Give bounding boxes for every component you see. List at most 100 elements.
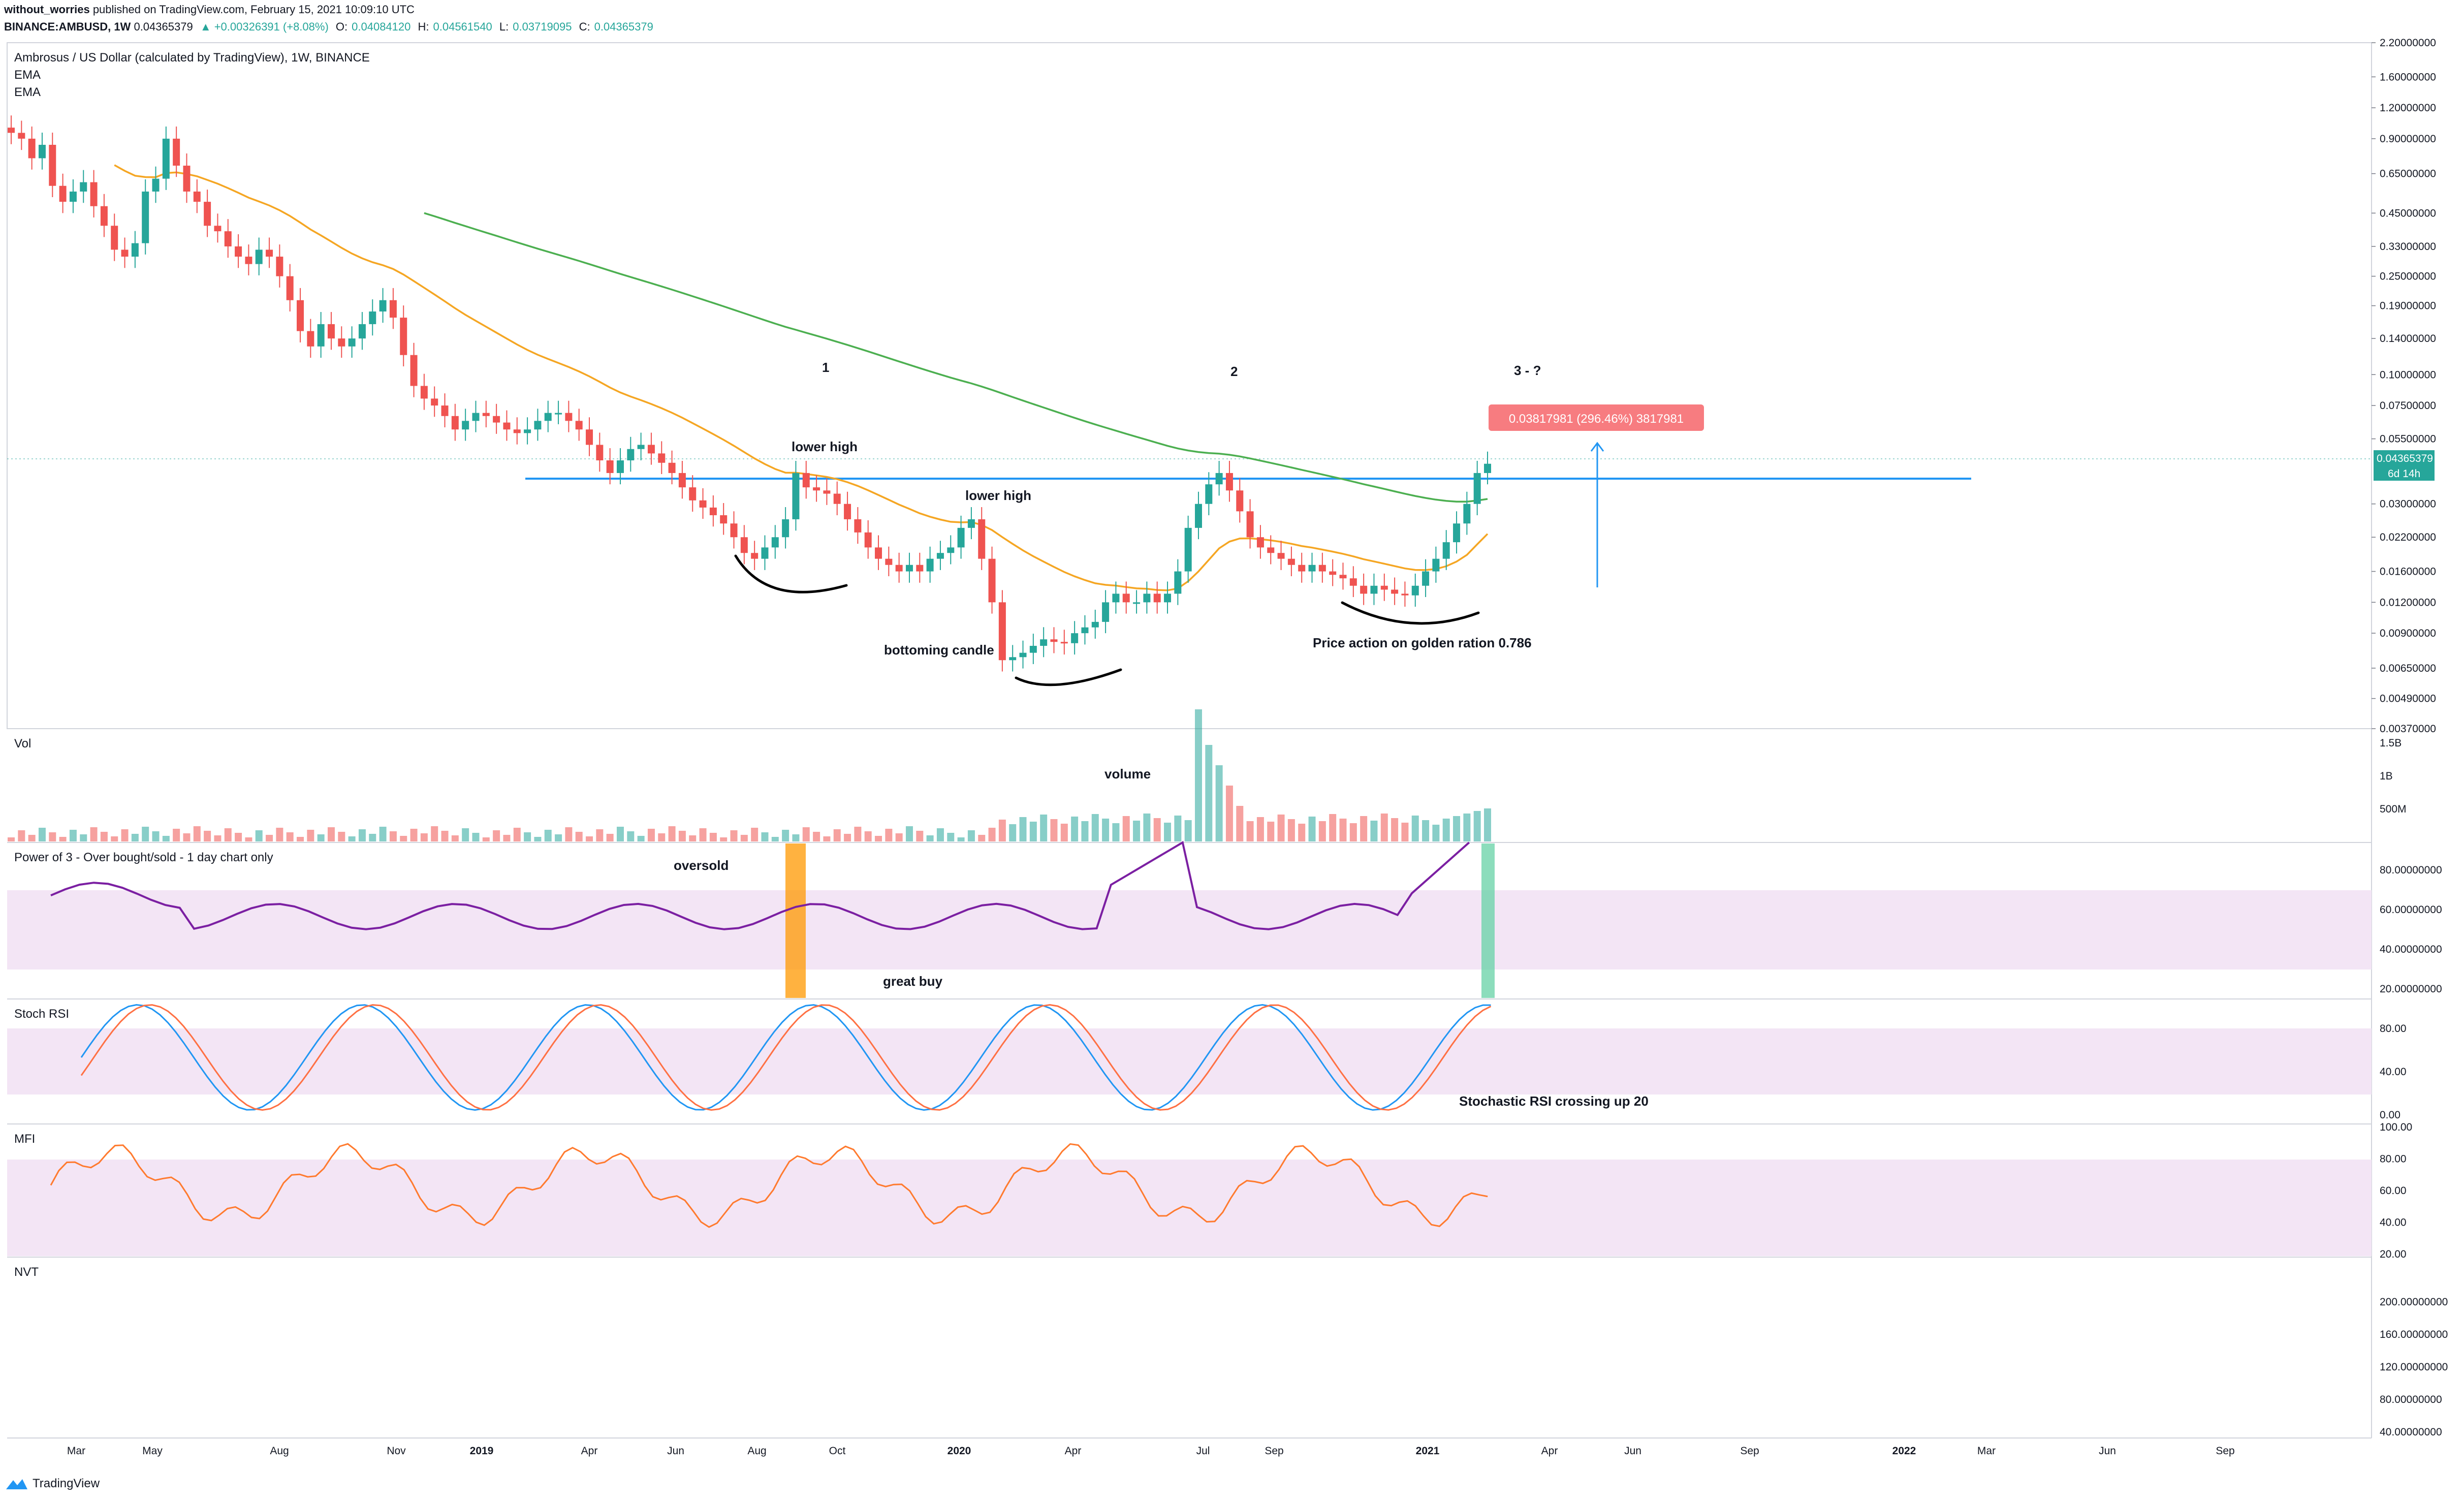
candle-down bbox=[730, 523, 738, 538]
mfi-axis-label: 40.00 bbox=[2380, 1217, 2407, 1229]
volume-bar bbox=[885, 829, 893, 841]
mfi-line bbox=[50, 1143, 1488, 1228]
candle-down bbox=[833, 493, 841, 504]
candle-down bbox=[1267, 547, 1275, 553]
mfi-axis-label: 60.00 bbox=[2380, 1185, 2407, 1197]
ema-legend-2[interactable]: EMA bbox=[14, 85, 41, 99]
time-axis-label: Jun bbox=[667, 1445, 684, 1457]
time-axis-label: May bbox=[142, 1445, 163, 1457]
time-axis[interactable]: Mar May Aug Nov 2019 Apr Jun Aug Oct 2020 Apr Jul Se… bbox=[67, 1445, 2235, 1457]
candle-down bbox=[276, 257, 283, 276]
footer-brand[interactable]: TradingView bbox=[33, 1477, 100, 1490]
candle-down bbox=[658, 453, 666, 463]
candle-up bbox=[1102, 602, 1110, 622]
candle-up bbox=[555, 413, 562, 415]
volume-bar bbox=[493, 830, 500, 841]
chart-header: without_worries published on TradingView… bbox=[0, 0, 2464, 41]
wave-3-label: 3 - ? bbox=[1514, 363, 1541, 378]
ema-legend-1[interactable]: EMA bbox=[14, 68, 41, 82]
volume-bar bbox=[524, 832, 531, 841]
candle-down bbox=[266, 249, 273, 257]
price-axis[interactable]: 2.20000000 1.60000000 1.20000000 0.90000000… bbox=[2372, 37, 2436, 735]
price-tick-label: 0.10000000 bbox=[2380, 369, 2436, 381]
volume-pane-title[interactable]: Vol bbox=[14, 737, 31, 751]
volume-bar bbox=[658, 833, 666, 841]
candle-up bbox=[472, 413, 480, 421]
ema-fast-line bbox=[114, 164, 1489, 591]
candle-up bbox=[1215, 473, 1223, 485]
volume-bar bbox=[1277, 815, 1285, 841]
volume-bar bbox=[823, 836, 831, 841]
volume-bars bbox=[8, 709, 1491, 841]
candle-down bbox=[451, 416, 459, 430]
price-tick-label: 0.02200000 bbox=[2380, 531, 2436, 543]
candle-up bbox=[142, 191, 149, 243]
candle-up bbox=[1308, 565, 1316, 572]
price-tick-label: 0.65000000 bbox=[2380, 168, 2436, 180]
time-axis-label: Jun bbox=[2099, 1445, 2116, 1457]
candle-down bbox=[482, 413, 490, 416]
volume-bar bbox=[441, 831, 449, 841]
candle-up bbox=[462, 421, 469, 430]
volume-bar bbox=[69, 830, 77, 841]
candle-up bbox=[1205, 484, 1213, 504]
volume-bar bbox=[668, 826, 676, 841]
candle-down bbox=[183, 166, 191, 192]
stoch-pane-title[interactable]: Stoch RSI bbox=[14, 1007, 70, 1021]
candle-down bbox=[740, 537, 748, 553]
time-axis-label: Nov bbox=[387, 1445, 406, 1457]
candle-up bbox=[534, 421, 542, 430]
volume-bar bbox=[1411, 816, 1419, 841]
overbought-highlight bbox=[1481, 843, 1495, 998]
price-tick-label: 0.25000000 bbox=[2380, 271, 2436, 283]
time-axis-label: 2019 bbox=[470, 1445, 494, 1457]
volume-bar bbox=[1287, 819, 1295, 841]
nvt-pane-title[interactable]: NVT bbox=[14, 1265, 39, 1279]
volume-bar bbox=[1133, 821, 1141, 841]
candle-up bbox=[38, 144, 46, 159]
arc-3 bbox=[1341, 601, 1480, 625]
price-tick-label: 0.14000000 bbox=[2380, 333, 2436, 345]
candle-down bbox=[813, 487, 820, 491]
volume-bar bbox=[224, 828, 232, 841]
volume-bar bbox=[1422, 820, 1430, 841]
volume-bar bbox=[782, 830, 789, 841]
tradingview-logo-icon[interactable] bbox=[5, 1476, 28, 1491]
candle-down bbox=[988, 558, 996, 603]
mfi-pane-title[interactable]: MFI bbox=[14, 1132, 36, 1146]
price-tick-label: 0.33000000 bbox=[2380, 241, 2436, 253]
volume-bar bbox=[255, 830, 263, 841]
volume-bar bbox=[761, 832, 769, 841]
volume-bar bbox=[771, 837, 779, 841]
candle-down bbox=[400, 318, 407, 355]
price-tick-label: 0.01600000 bbox=[2380, 566, 2436, 578]
symbol-label: BINANCE:AMBUSD, 1W bbox=[4, 20, 131, 33]
volume-bar bbox=[451, 835, 459, 841]
volume-bar bbox=[1339, 819, 1347, 841]
bottoming-candle-label: bottoming candle bbox=[884, 642, 994, 658]
volume-bar bbox=[49, 832, 56, 841]
price-tick-label: 0.00650000 bbox=[2380, 663, 2436, 674]
volume-bar bbox=[1246, 821, 1254, 841]
candle-up bbox=[69, 191, 77, 202]
volume-bar bbox=[369, 834, 376, 841]
volume-bar bbox=[1349, 823, 1357, 841]
measure-tool[interactable]: 0.03817981 (296.46%) 3817981 bbox=[1489, 404, 1704, 587]
last-price-tag-bg bbox=[2374, 450, 2435, 465]
indicator-axes: 1.5B 1B 500M 80.00000000 60.00000000 40.00000… bbox=[2380, 737, 2448, 1438]
close-value: 0.04365379 bbox=[594, 20, 653, 33]
candle-up bbox=[544, 413, 552, 421]
candle-up bbox=[936, 553, 944, 559]
candle-down bbox=[1391, 589, 1399, 594]
volume-bar bbox=[420, 833, 428, 841]
author-name[interactable]: without_worries bbox=[4, 3, 90, 16]
volume-bar bbox=[1308, 817, 1316, 841]
volume-bar bbox=[1484, 808, 1491, 841]
last-price-tag: 0.04365379 bbox=[2377, 453, 2433, 464]
volume-bar bbox=[699, 828, 707, 841]
power3-pane-title[interactable]: Power of 3 - Over bought/sold - 1 day ch… bbox=[14, 851, 273, 864]
candle-down bbox=[111, 226, 118, 250]
nvt-axis-label: 80.00000000 bbox=[2380, 1394, 2442, 1405]
stoch-axis-label: 80.00 bbox=[2380, 1023, 2407, 1035]
